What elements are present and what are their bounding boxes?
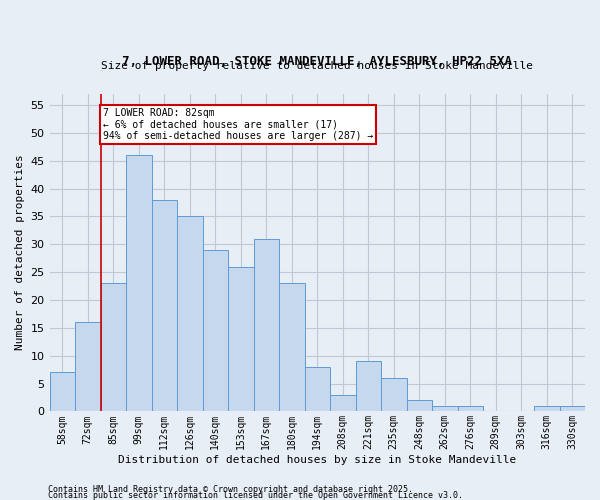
Bar <box>305 367 330 412</box>
Bar <box>152 200 177 412</box>
Bar <box>177 216 203 412</box>
Text: Contains HM Land Registry data © Crown copyright and database right 2025.: Contains HM Land Registry data © Crown c… <box>48 484 413 494</box>
Bar <box>560 406 585 411</box>
Text: 7, LOWER ROAD, STOKE MANDEVILLE, AYLESBURY, HP22 5XA: 7, LOWER ROAD, STOKE MANDEVILLE, AYLESBU… <box>122 56 512 68</box>
Bar <box>75 322 101 412</box>
Bar <box>330 394 356 411</box>
Bar <box>458 406 483 411</box>
Bar <box>279 284 305 412</box>
Bar <box>254 238 279 412</box>
Title: Size of property relative to detached houses in Stoke Mandeville: Size of property relative to detached ho… <box>101 61 533 71</box>
Bar <box>203 250 228 412</box>
Bar <box>534 406 560 411</box>
Y-axis label: Number of detached properties: Number of detached properties <box>15 154 25 350</box>
Bar <box>407 400 432 411</box>
Bar <box>356 362 381 412</box>
X-axis label: Distribution of detached houses by size in Stoke Mandeville: Distribution of detached houses by size … <box>118 455 517 465</box>
Text: 7 LOWER ROAD: 82sqm
← 6% of detached houses are smaller (17)
94% of semi-detache: 7 LOWER ROAD: 82sqm ← 6% of detached hou… <box>103 108 373 141</box>
Bar <box>101 284 126 412</box>
Bar <box>432 406 458 411</box>
Bar <box>50 372 75 412</box>
Bar <box>126 155 152 411</box>
Bar <box>381 378 407 412</box>
Bar <box>228 266 254 412</box>
Text: Contains public sector information licensed under the Open Government Licence v3: Contains public sector information licen… <box>48 491 463 500</box>
